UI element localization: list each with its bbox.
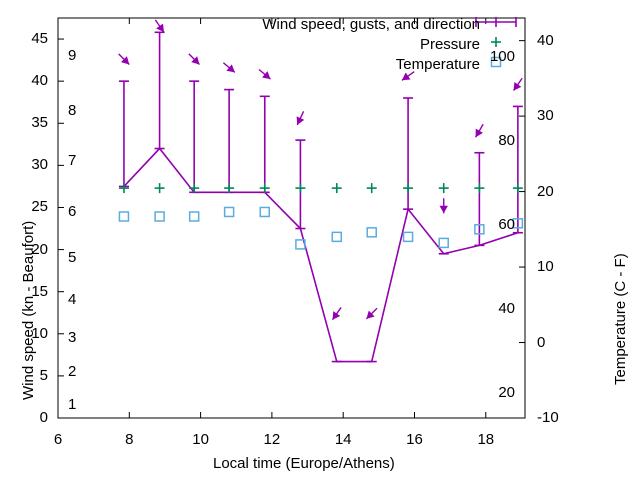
y-tick-label-beaufort: 9 xyxy=(68,46,77,64)
temperature-marker xyxy=(259,206,271,218)
legend-temperature-square xyxy=(490,56,502,68)
wind-direction-arrow xyxy=(222,62,236,73)
y-tick-label-celsius: 40 xyxy=(537,31,554,49)
y-tick-label-kn: 20 xyxy=(31,240,48,258)
wind-direction-arrow xyxy=(512,77,523,91)
y-tick-label-beaufort: 8 xyxy=(68,101,77,119)
temperature-marker xyxy=(474,224,485,235)
y-tick-label-kn: 45 xyxy=(31,30,48,48)
wind-direction-arrow xyxy=(401,71,415,81)
y-tick-label-beaufort: 6 xyxy=(68,202,77,220)
legend-label-pressure[interactable]: Pressure xyxy=(419,36,480,53)
y-tick-label-beaufort: 2 xyxy=(68,362,77,380)
y-tick-label-fahrenheit: 80 xyxy=(498,132,515,150)
x-tick-label: 8 xyxy=(125,431,134,448)
temperature-marker xyxy=(295,239,306,250)
y-tick-label-kn: 15 xyxy=(31,282,48,300)
x-tick-label: 18 xyxy=(477,431,495,448)
wind-direction-arrow xyxy=(365,307,378,320)
y-tick-label-celsius: 0 xyxy=(537,333,546,351)
x-axis-title: Local time (Europe/Athens) xyxy=(213,455,395,472)
y-tick-label-celsius: 30 xyxy=(537,107,554,125)
x-tick-label: 14 xyxy=(334,431,352,448)
y-tick-label-celsius: 10 xyxy=(537,258,554,276)
y-tick-label-fahrenheit: 20 xyxy=(498,383,515,401)
y-tick-label-fahrenheit: 60 xyxy=(498,216,515,234)
legend-label-temperature[interactable]: Temperature xyxy=(395,56,480,73)
temperature-marker xyxy=(512,218,524,229)
y-tick-label-beaufort: 1 xyxy=(68,396,77,414)
y-tick-label-kn: 35 xyxy=(31,114,48,132)
wind-direction-arrow xyxy=(439,198,448,214)
y-tick-label-kn: 40 xyxy=(31,72,48,90)
temperature-marker xyxy=(188,211,200,222)
wind-direction-arrow xyxy=(154,19,165,33)
y-tick-label-fahrenheit: 100 xyxy=(489,48,515,66)
y-tick-label-kn: 10 xyxy=(31,324,48,342)
x-tick-label: 16 xyxy=(406,431,423,448)
y-tick-label-beaufort: 7 xyxy=(68,152,77,170)
y-tick-label-celsius: -10 xyxy=(537,409,559,426)
x-tick-label: 6 xyxy=(53,431,63,448)
temperature-marker xyxy=(366,227,377,238)
wind-direction-arrow xyxy=(475,123,484,138)
wind-direction-arrow xyxy=(331,307,342,321)
wind-direction-arrow xyxy=(188,53,200,65)
y-tick-label-fahrenheit: 40 xyxy=(498,299,515,317)
wind-direction-arrow xyxy=(118,53,130,65)
y-axis-right-title: Temperature (C - F) xyxy=(612,253,629,385)
temperature-marker xyxy=(331,231,343,243)
y-tick-label-celsius: 20 xyxy=(537,182,554,200)
y-tick-label-kn: 5 xyxy=(39,366,48,384)
wind-direction-arrow xyxy=(296,111,305,126)
y-tick-label-beaufort: 4 xyxy=(68,291,77,309)
plot-frame xyxy=(57,17,526,419)
y-tick-label-kn: 30 xyxy=(31,156,48,174)
y-tick-label-kn: 25 xyxy=(31,198,48,216)
y-tick-label-beaufort: 5 xyxy=(68,249,77,266)
legend-label-wind[interactable]: Wind speed, gusts, and direction xyxy=(262,16,480,33)
y-tick-label-kn: 0 xyxy=(39,409,48,426)
y-tick-label-beaufort: 3 xyxy=(68,329,77,346)
temperature-marker xyxy=(118,211,130,222)
x-tick-label: 12 xyxy=(263,431,281,448)
wind-speed-line xyxy=(123,147,519,363)
wind-direction-arrow xyxy=(258,68,271,80)
temperature-marker xyxy=(223,206,235,218)
x-tick-label: 10 xyxy=(192,431,209,448)
temperature-marker xyxy=(438,237,449,249)
temperature-marker xyxy=(402,231,414,243)
temperature-marker xyxy=(154,211,165,222)
